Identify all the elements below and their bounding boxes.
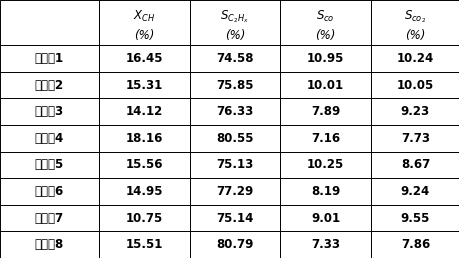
Text: 77.29: 77.29 xyxy=(216,185,253,198)
Bar xyxy=(370,178,459,205)
Bar xyxy=(189,45,280,72)
Bar xyxy=(370,125,459,152)
Bar xyxy=(0,231,99,258)
Text: 75.13: 75.13 xyxy=(216,158,253,171)
Text: 16.45: 16.45 xyxy=(125,52,162,65)
Bar xyxy=(370,231,459,258)
Bar xyxy=(99,125,189,152)
Bar xyxy=(99,231,189,258)
Text: 18.16: 18.16 xyxy=(125,132,162,145)
Bar xyxy=(370,0,459,45)
Text: 7.89: 7.89 xyxy=(310,105,339,118)
Text: 实施例1: 实施例1 xyxy=(35,52,64,65)
Text: 7.33: 7.33 xyxy=(310,238,339,251)
Text: 9.01: 9.01 xyxy=(310,212,339,225)
Bar xyxy=(370,152,459,178)
Bar xyxy=(280,231,370,258)
Text: $\mathit{S}_{co_{2}}$: $\mathit{S}_{co_{2}}$ xyxy=(403,9,425,25)
Text: 8.19: 8.19 xyxy=(310,185,339,198)
Text: 75.14: 75.14 xyxy=(216,212,253,225)
Text: 80.79: 80.79 xyxy=(216,238,253,251)
Text: 实施例4: 实施例4 xyxy=(35,132,64,145)
Bar xyxy=(0,45,99,72)
Text: 10.25: 10.25 xyxy=(306,158,343,171)
Bar xyxy=(280,125,370,152)
Bar xyxy=(370,205,459,231)
Bar xyxy=(99,72,189,98)
Bar xyxy=(189,231,280,258)
Bar xyxy=(0,205,99,231)
Bar xyxy=(280,0,370,45)
Text: 10.75: 10.75 xyxy=(125,212,162,225)
Bar xyxy=(99,152,189,178)
Text: 15.31: 15.31 xyxy=(125,78,162,92)
Text: 8.67: 8.67 xyxy=(400,158,429,171)
Text: 实施例3: 实施例3 xyxy=(35,105,64,118)
Text: (%): (%) xyxy=(224,29,245,42)
Bar xyxy=(280,98,370,125)
Text: (%): (%) xyxy=(134,29,154,42)
Text: 15.51: 15.51 xyxy=(125,238,162,251)
Text: 15.56: 15.56 xyxy=(125,158,162,171)
Bar xyxy=(189,125,280,152)
Bar xyxy=(280,178,370,205)
Text: 14.12: 14.12 xyxy=(125,105,162,118)
Text: $\mathit{S}_{C_{2}H_{x}}$: $\mathit{S}_{C_{2}H_{x}}$ xyxy=(220,9,249,25)
Text: 7.86: 7.86 xyxy=(400,238,429,251)
Bar xyxy=(99,205,189,231)
Text: 10.05: 10.05 xyxy=(396,78,433,92)
Text: (%): (%) xyxy=(314,29,335,42)
Text: 75.85: 75.85 xyxy=(216,78,253,92)
Text: 实施例7: 实施例7 xyxy=(35,212,64,225)
Text: 76.33: 76.33 xyxy=(216,105,253,118)
Text: 74.58: 74.58 xyxy=(216,52,253,65)
Text: 14.95: 14.95 xyxy=(125,185,162,198)
Bar xyxy=(189,98,280,125)
Text: 9.23: 9.23 xyxy=(400,105,429,118)
Bar xyxy=(0,72,99,98)
Bar xyxy=(370,45,459,72)
Text: 实施例5: 实施例5 xyxy=(35,158,64,171)
Text: 10.95: 10.95 xyxy=(306,52,343,65)
Bar xyxy=(370,98,459,125)
Text: 实施例8: 实施例8 xyxy=(35,238,64,251)
Bar xyxy=(370,72,459,98)
Text: 10.01: 10.01 xyxy=(306,78,343,92)
Bar xyxy=(189,0,280,45)
Bar xyxy=(0,0,99,45)
Bar xyxy=(99,0,189,45)
Text: 7.73: 7.73 xyxy=(400,132,429,145)
Text: 80.55: 80.55 xyxy=(216,132,253,145)
Text: $\mathit{S}_{co}$: $\mathit{S}_{co}$ xyxy=(315,9,334,24)
Bar xyxy=(280,45,370,72)
Bar xyxy=(99,178,189,205)
Text: 7.16: 7.16 xyxy=(310,132,339,145)
Bar xyxy=(0,98,99,125)
Bar xyxy=(0,178,99,205)
Text: 9.24: 9.24 xyxy=(400,185,429,198)
Text: 9.55: 9.55 xyxy=(400,212,429,225)
Text: 实施例6: 实施例6 xyxy=(35,185,64,198)
Bar xyxy=(0,125,99,152)
Bar xyxy=(189,178,280,205)
Bar xyxy=(189,152,280,178)
Text: $\mathit{X}_{CH}$: $\mathit{X}_{CH}$ xyxy=(133,9,155,24)
Bar xyxy=(0,152,99,178)
Bar xyxy=(280,72,370,98)
Bar xyxy=(189,205,280,231)
Text: 10.24: 10.24 xyxy=(396,52,433,65)
Bar xyxy=(280,205,370,231)
Bar xyxy=(189,72,280,98)
Text: 实施例2: 实施例2 xyxy=(35,78,64,92)
Bar xyxy=(280,152,370,178)
Bar xyxy=(99,45,189,72)
Text: (%): (%) xyxy=(404,29,425,42)
Bar xyxy=(99,98,189,125)
